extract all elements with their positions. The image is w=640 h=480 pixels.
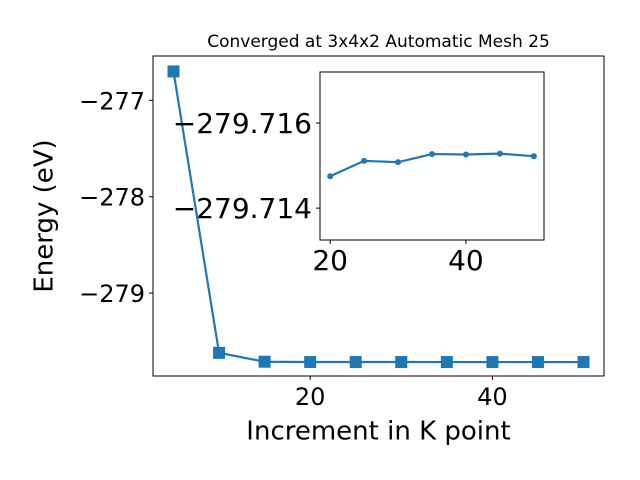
marker xyxy=(167,65,180,78)
marker xyxy=(213,346,226,359)
y-tick-label: −279.716 xyxy=(173,107,312,140)
series-line xyxy=(172,71,584,364)
marker xyxy=(496,150,503,157)
x-tick-label: 20 xyxy=(295,383,326,411)
axes-frame xyxy=(152,55,605,377)
marker xyxy=(577,356,590,369)
marker xyxy=(462,151,469,158)
chart-title: Converged at 3x4x2 Automatic Mesh 25 xyxy=(207,32,550,52)
y-axis-label: Energy (eV) xyxy=(30,139,60,292)
marker xyxy=(429,151,435,158)
x-axis-label: Increment in K point xyxy=(246,417,510,447)
marker xyxy=(440,356,453,369)
x-tick-label: 20 xyxy=(312,244,348,277)
axes-frame xyxy=(319,71,545,241)
y-tick-label: −277 xyxy=(79,87,145,115)
x-tick-label: 40 xyxy=(448,244,484,277)
marker xyxy=(361,157,368,164)
marker xyxy=(395,159,402,166)
y-tick-label: −279 xyxy=(79,280,145,308)
marker xyxy=(530,153,537,160)
marker xyxy=(258,355,271,368)
marker xyxy=(531,356,544,369)
marker xyxy=(304,356,317,368)
marker xyxy=(395,356,408,369)
x-tick-label: 40 xyxy=(477,383,508,411)
marker xyxy=(349,356,362,369)
marker xyxy=(327,173,334,180)
marker xyxy=(486,356,499,369)
y-tick-label: −279.714 xyxy=(173,192,312,225)
y-tick-label: −278 xyxy=(79,184,145,212)
